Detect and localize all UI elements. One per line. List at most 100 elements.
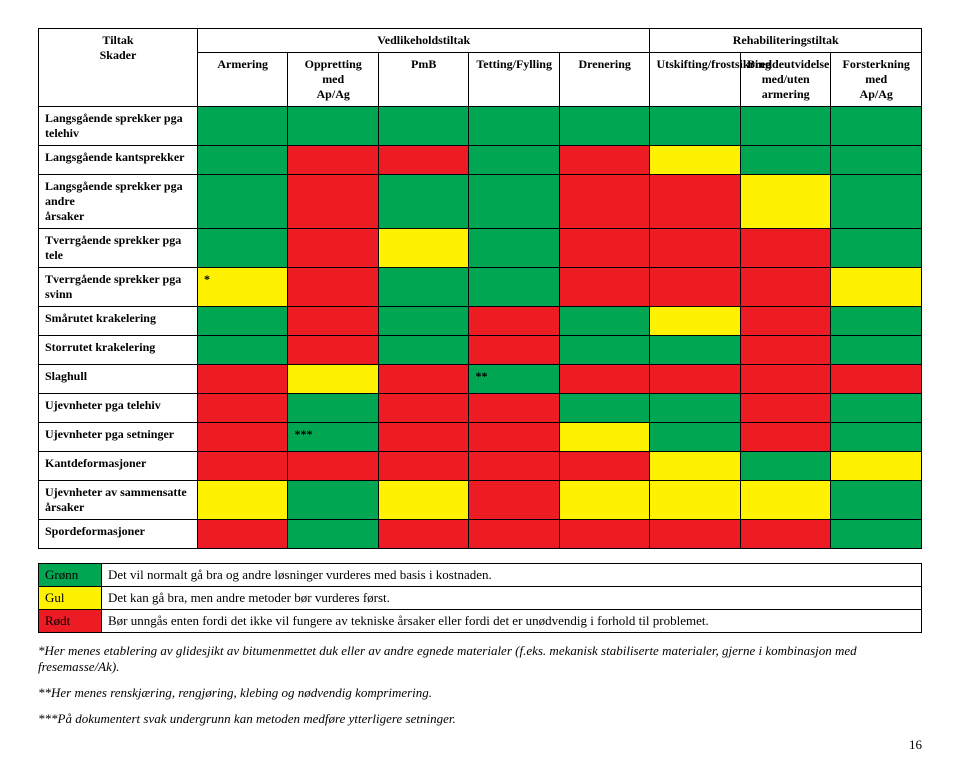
matrix-cell: ** [469,365,560,394]
matrix-cell [831,336,922,365]
matrix-cell [559,107,650,146]
matrix-cell [831,520,922,549]
matrix-cell [378,307,469,336]
row-label: Storrutet krakelering [39,336,198,365]
matrix-cell [831,107,922,146]
matrix-cell [378,336,469,365]
matrix-cell [288,146,379,175]
matrix-cell [469,452,560,481]
matrix-cell [378,452,469,481]
matrix-cell [197,336,288,365]
matrix-cell [559,268,650,307]
column-header: PmB [378,53,469,107]
matrix-cell [288,107,379,146]
matrix-cell [740,229,831,268]
matrix-cell [740,481,831,520]
matrix-cell [378,229,469,268]
matrix-cell [559,481,650,520]
matrix-cell [469,229,560,268]
footnote: **Her menes renskjæring, rengjøring, kle… [38,685,922,701]
matrix-cell [650,452,741,481]
matrix-cell [831,423,922,452]
matrix-cell [469,107,560,146]
matrix-cell [288,520,379,549]
matrix-cell [831,307,922,336]
corner-top: Tiltak [45,33,191,48]
row-label: Langsgående sprekker pga telehiv [39,107,198,146]
matrix-cell [469,307,560,336]
legend-row: GulDet kan gå bra, men andre metoder bør… [39,587,922,610]
matrix-cell [740,365,831,394]
matrix-cell [740,452,831,481]
table-row: Tverrgående sprekker pga svinn* [39,268,922,307]
row-label: Langsgående kantsprekker [39,146,198,175]
table-row: Ujevnheter pga setninger*** [39,423,922,452]
column-header: Breddeutvidelse med/uten armering [740,53,831,107]
column-header: Forsterkning med Ap/Ag [831,53,922,107]
group-header-right: Rehabiliteringstiltak [650,29,922,53]
matrix-cell [288,307,379,336]
matrix-cell [378,175,469,229]
matrix-cell [469,481,560,520]
matrix-cell [378,520,469,549]
table-row: Ujevnheter av sammensatte årsaker [39,481,922,520]
matrix-cell [650,229,741,268]
legend-text: Det kan gå bra, men andre metoder bør vu… [102,587,922,610]
table-row: Storrutet krakelering [39,336,922,365]
matrix-cell [288,365,379,394]
matrix-cell: * [197,268,288,307]
page-number: 16 [38,737,922,753]
matrix-cell [288,394,379,423]
column-header: Tetting/Fylling [469,53,560,107]
row-label: Tverrgående sprekker pga svinn [39,268,198,307]
matrix-cell [650,520,741,549]
table-row: Langsgående kantsprekker [39,146,922,175]
matrix-cell [378,394,469,423]
matrix-cell [831,394,922,423]
table-row: Tverrgående sprekker pga tele [39,229,922,268]
footnote: *Her menes etablering av glidesjikt av b… [38,643,922,675]
matrix-cell [740,307,831,336]
row-label: Langsgående sprekker pga andre årsaker [39,175,198,229]
matrix-cell [197,452,288,481]
matrix-cell [740,336,831,365]
matrix-cell [740,520,831,549]
notes-block: *Her menes etablering av glidesjikt av b… [38,643,922,727]
legend-table: GrønnDet vil normalt gå bra og andre løs… [38,563,922,633]
matrix-cell [740,146,831,175]
matrix-cell [740,107,831,146]
matrix-cell [197,365,288,394]
matrix-cell [197,423,288,452]
matrix-body: Langsgående sprekker pga telehivLangsgåe… [39,107,922,549]
matrix-cell [831,229,922,268]
legend-key: Rødt [39,610,102,633]
matrix-cell [469,423,560,452]
matrix-cell [469,146,560,175]
matrix-cell [197,229,288,268]
legend-row: GrønnDet vil normalt gå bra og andre løs… [39,564,922,587]
table-row: Ujevnheter pga telehiv [39,394,922,423]
matrix-cell [197,307,288,336]
matrix-cell [831,452,922,481]
matrix-cell [288,268,379,307]
row-label: Ujevnheter pga setninger [39,423,198,452]
matrix-cell [197,481,288,520]
matrix-cell [559,336,650,365]
matrix-cell [288,229,379,268]
matrix-cell [650,107,741,146]
matrix-cell [740,394,831,423]
row-label: Spordeformasjoner [39,520,198,549]
matrix-cell [288,175,379,229]
matrix-cell [469,268,560,307]
matrix-cell [378,268,469,307]
matrix-cell [559,229,650,268]
table-row: Langsgående sprekker pga andre årsaker [39,175,922,229]
matrix-cell [197,146,288,175]
group-header-left: Vedlikeholdstiltak [197,29,650,53]
matrix-cell [288,336,379,365]
column-header: Utskifting/frostsikring [650,53,741,107]
column-header: Oppretting med Ap/Ag [288,53,379,107]
legend-key: Gul [39,587,102,610]
matrix-cell [197,175,288,229]
table-row: Spordeformasjoner [39,520,922,549]
